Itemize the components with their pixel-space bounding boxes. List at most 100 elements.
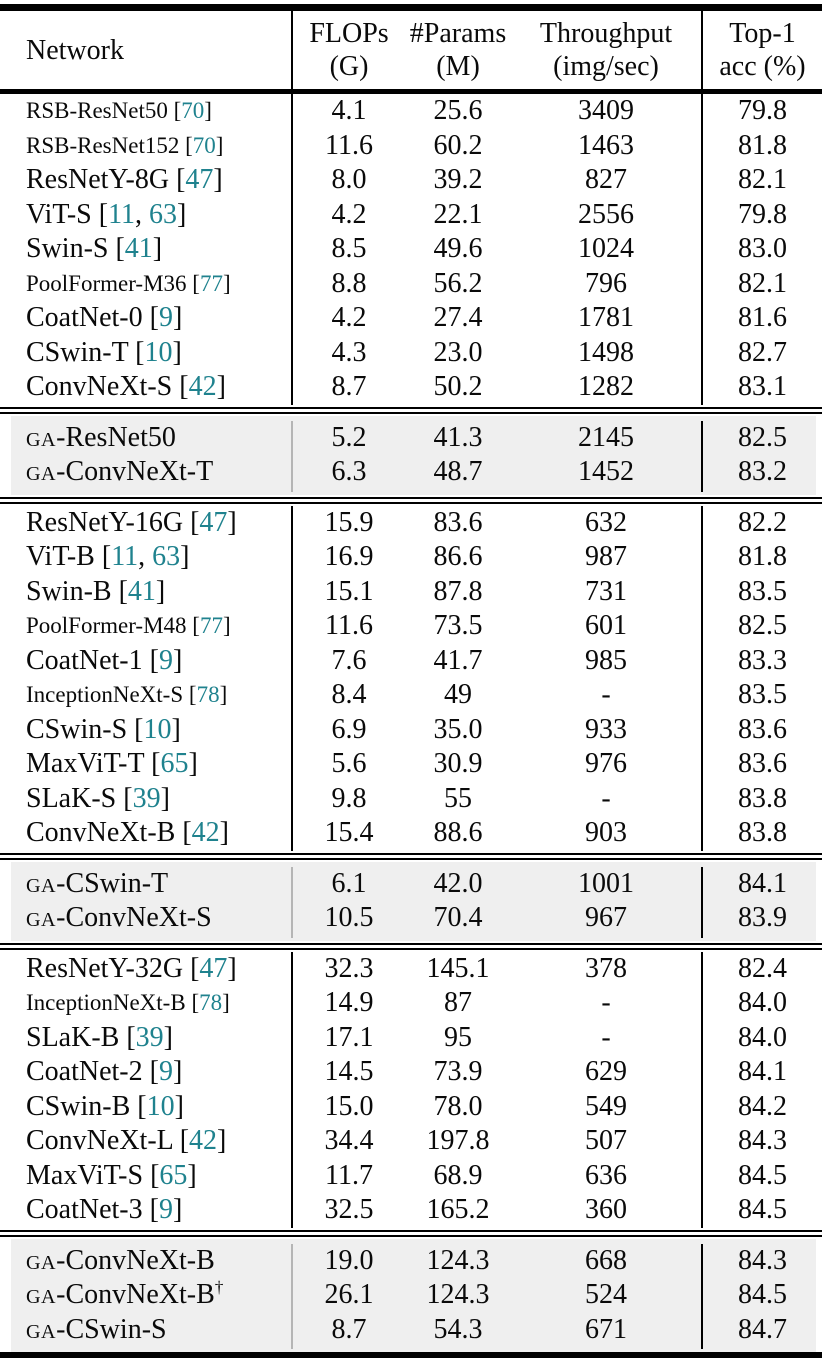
top1-value: 84.1 <box>738 867 787 899</box>
citation-link[interactable]: 70 <box>192 132 216 158</box>
citation-link[interactable]: 47 <box>185 164 214 195</box>
flops-value: 5.2 <box>331 421 367 453</box>
citation-link[interactable]: 65 <box>159 1159 188 1191</box>
citation-link[interactable]: 10 <box>144 336 173 368</box>
params-value: 50.2 <box>433 371 483 402</box>
citation-link[interactable]: 70 <box>181 98 205 123</box>
flops-value: 32.3 <box>324 952 374 984</box>
network-cell: Swin-B [41] <box>0 574 293 609</box>
table-row: SLaK-B [39] 17.1 95 - 84.0 <box>0 1020 822 1055</box>
table-row: GA-CSwin-S 8.7 54.3 671 84.7 <box>0 1312 822 1349</box>
table-row: MaxViT-T [65] 5.6 30.9 976 83.6 <box>0 747 822 782</box>
params-value: 48.7 <box>433 456 483 487</box>
throughput-value: 360 <box>511 1193 703 1228</box>
table-row: CSwin-B [10] 15.0 78.0 549 84.2 <box>0 1089 822 1124</box>
params-value: 55 <box>444 782 472 814</box>
citation-link[interactable]: 47 <box>199 952 228 984</box>
flops-value: 4.1 <box>331 95 367 126</box>
column-header-network: Network <box>0 11 293 89</box>
top1-value: 79.8 <box>738 95 787 126</box>
table-row: InceptionNeXt-S [78] 8.4 49 - 83.5 <box>0 678 822 713</box>
table-row: GA-ConvNeXt-T 6.3 48.7 1452 83.2 <box>0 455 822 492</box>
network-cell: GA-CSwin-T <box>0 866 293 903</box>
flops-value: 14.9 <box>324 987 374 1018</box>
top1-value: 84.0 <box>738 987 787 1018</box>
citation-link[interactable]: 42 <box>191 817 220 848</box>
table-row: ResNetY-16G [47] 15.9 83.6 632 82.2 <box>0 505 822 540</box>
table-row: RSB-ResNet152 [70] 11.6 60.2 1463 81.8 <box>0 128 822 163</box>
params-value: 27.4 <box>433 302 483 333</box>
citation-link[interactable]: 65 <box>160 748 189 779</box>
network-cell: CoatNet-2 [9] <box>0 1055 293 1090</box>
throughput-value: 1452 <box>511 455 703 492</box>
citation-link[interactable]: 77 <box>199 613 223 638</box>
network-cell: CSwin-T [10] <box>0 335 293 370</box>
params-value: 124.3 <box>426 1279 490 1310</box>
top1-value: 82.7 <box>738 336 787 368</box>
smallcaps-prefix: GA <box>26 874 57 897</box>
flops-value: 7.6 <box>331 644 367 676</box>
network-cell: PoolFormer-M36 [77] <box>0 266 293 301</box>
params-value: 35.0 <box>433 713 483 745</box>
throughput-value: 1282 <box>511 370 703 405</box>
params-value: 197.8 <box>426 1125 490 1156</box>
top1-value: 83.0 <box>738 233 787 264</box>
citation-link[interactable]: 41 <box>124 233 153 264</box>
params-value: 42.0 <box>433 867 483 899</box>
citation-link[interactable]: 42 <box>189 1125 218 1156</box>
citation-link[interactable]: 9 <box>158 1194 173 1225</box>
top1-value: 83.3 <box>738 644 787 676</box>
top1-value: 81.8 <box>738 541 787 572</box>
throughput-value: 1001 <box>511 866 703 903</box>
params-value: 22.1 <box>433 198 483 230</box>
citation-link[interactable]: 78 <box>199 990 223 1015</box>
citation-link[interactable]: 42 <box>188 371 217 402</box>
params-value: 73.5 <box>433 610 483 641</box>
params-value: 73.9 <box>433 1056 483 1087</box>
citation-link[interactable]: 77 <box>199 270 223 296</box>
citation-link[interactable]: 39 <box>135 1021 164 1053</box>
table-row: RSB-ResNet50 [70] 4.1 25.6 3409 79.8 <box>0 94 822 129</box>
citation-link[interactable]: 41 <box>127 575 156 607</box>
flops-value: 11.6 <box>325 129 373 161</box>
bottom-rule <box>0 1352 822 1358</box>
throughput-value: 507 <box>511 1124 703 1159</box>
citation-link[interactable]: 10 <box>143 713 172 745</box>
flops-value: 16.9 <box>324 541 374 572</box>
top1-value: 81.6 <box>738 302 787 333</box>
table-row: CoatNet-3 [9] 32.5 165.2 360 84.5 <box>0 1193 822 1228</box>
citation-link[interactable]: 63 <box>149 198 178 230</box>
table-row: GA-ConvNeXt-B† 26.1 124.3 524 84.5 <box>0 1278 822 1315</box>
params-value: 88.6 <box>433 817 483 848</box>
citation-link[interactable]: 9 <box>158 644 173 676</box>
params-value: 41.3 <box>433 421 483 453</box>
network-cell: RSB-ResNet50 [70] <box>0 94 293 129</box>
citation-link[interactable]: 39 <box>132 782 161 814</box>
table-row: ResNetY-8G [47] 8.0 39.2 827 82.1 <box>0 163 822 198</box>
citation-link[interactable]: 11 <box>108 198 136 230</box>
citation-link[interactable]: 9 <box>158 302 173 333</box>
smallcaps-prefix: GA <box>26 463 57 485</box>
citation-link[interactable]: 63 <box>152 541 181 572</box>
network-cell: CoatNet-0 [9] <box>0 301 293 336</box>
table-row: GA-ResNet50 5.2 41.3 2145 82.5 <box>0 420 822 457</box>
citation-link[interactable]: 78 <box>196 682 220 707</box>
highlighted-section: GA-CSwin-T 6.1 42.0 1001 84.1 GA-ConvNeXt-S 10… <box>0 861 822 941</box>
throughput-value: 549 <box>511 1089 703 1124</box>
top1-value: 82.1 <box>738 164 787 195</box>
top1-value: 84.3 <box>738 1125 787 1156</box>
throughput-value: 903 <box>511 816 703 851</box>
citation-link[interactable]: 11 <box>111 541 139 572</box>
citation-link[interactable]: 10 <box>146 1090 175 1122</box>
flops-value: 19.0 <box>324 1244 374 1276</box>
throughput-value: 1498 <box>511 335 703 370</box>
table-row: Swin-S [41] 8.5 49.6 1024 83.0 <box>0 232 822 267</box>
flops-value: 4.3 <box>331 336 367 368</box>
network-cell: MaxViT-S [65] <box>0 1158 293 1193</box>
citation-link[interactable]: 47 <box>199 506 228 538</box>
citation-link[interactable]: 9 <box>158 1056 173 1087</box>
flops-value: 10.5 <box>324 902 374 933</box>
column-label: #Params <box>409 18 507 49</box>
top1-value: 84.5 <box>738 1159 787 1191</box>
